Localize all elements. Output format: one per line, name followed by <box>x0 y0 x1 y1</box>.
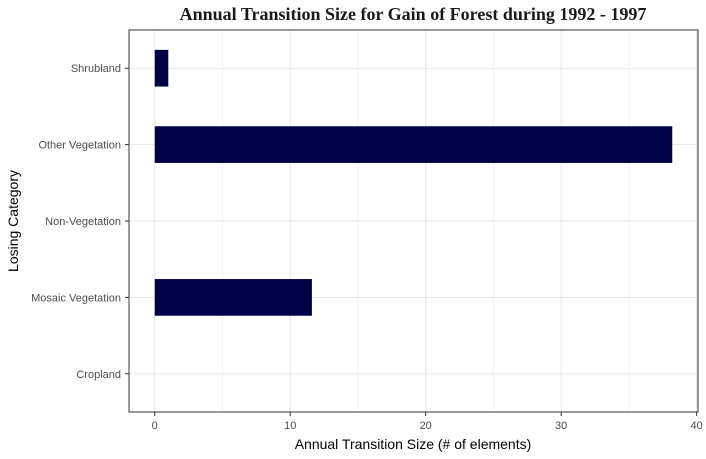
y-tick-label: Other Vegetation <box>38 140 121 152</box>
y-axis-label: Losing Category <box>5 170 21 272</box>
x-tick-label: 0 <box>152 420 158 432</box>
x-tick-label: 30 <box>555 420 567 432</box>
x-axis: 0 10 20 30 40 <box>152 412 703 432</box>
bar <box>154 49 169 87</box>
x-tick-label: 10 <box>284 420 296 432</box>
x-tick-label: 40 <box>691 420 703 432</box>
y-tick-label: Shrubland <box>71 63 121 75</box>
y-tick-label: Non-Vegetation <box>45 216 121 228</box>
bars <box>154 49 673 316</box>
bar <box>154 279 312 316</box>
y-tick-label: Mosaic Vegetation <box>31 292 121 304</box>
x-tick-label: 20 <box>420 420 432 432</box>
bar <box>154 126 673 163</box>
y-axis: Cropland Mosaic Vegetation Non-Vegetation O… <box>31 63 129 381</box>
x-axis-label: Annual Transition Size (# of elements) <box>295 436 532 452</box>
chart-title: Annual Transition Size for Gain of Fores… <box>180 4 647 24</box>
grid <box>129 30 698 412</box>
y-tick-label: Cropland <box>76 369 121 381</box>
